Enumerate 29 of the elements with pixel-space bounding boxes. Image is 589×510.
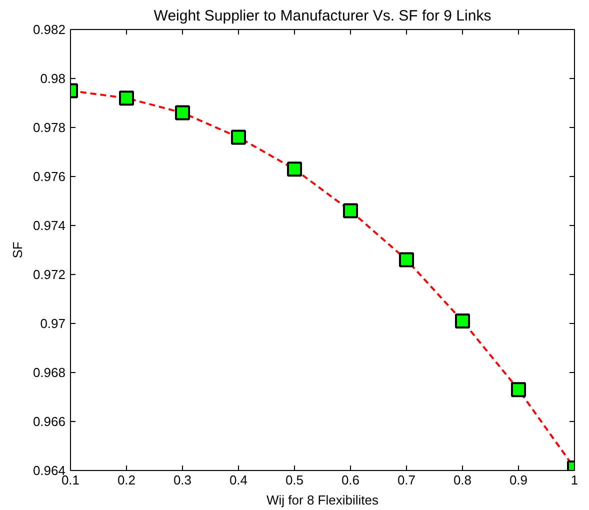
x-tick-label: 0.8 — [453, 472, 472, 488]
y-tick-label: 0.978 — [32, 120, 66, 135]
point — [287, 162, 302, 177]
point — [511, 382, 526, 398]
y-tick-label: 0.97 — [40, 316, 66, 331]
y-tick-label: 0.976 — [32, 169, 66, 184]
point — [119, 90, 134, 106]
x-tick-label: 0.4 — [229, 472, 248, 488]
point — [399, 252, 414, 268]
x-tick-label: 0.5 — [285, 472, 304, 488]
chart-title: Weight Supplier to Manufacturer Vs. SF for 9 Links — [154, 8, 492, 24]
y-tick-label: 0.968 — [32, 365, 66, 380]
x-tick-label: 0.6 — [341, 472, 360, 488]
point — [231, 130, 246, 145]
point — [343, 203, 358, 218]
x-tick-label: 0.9 — [509, 472, 528, 488]
y-tick-label: 0.974 — [32, 218, 66, 233]
point — [175, 105, 190, 120]
point — [455, 314, 470, 329]
y-tick-label: 0.982 — [32, 22, 66, 37]
x-tick-label: 0.3 — [173, 472, 192, 488]
y-tick-label: 0.966 — [32, 414, 66, 429]
x-tick-label: 0.2 — [117, 472, 136, 488]
x-tick-label: 0.7 — [397, 472, 416, 488]
y-axis-title: SF — [10, 242, 25, 258]
x-tick-label: 1 — [570, 472, 578, 488]
y-tick-label: 0.972 — [32, 267, 66, 282]
x-axis-title: Wij for 8 Flexibilites — [266, 492, 379, 508]
y-tick-label: 0.98 — [40, 71, 66, 86]
